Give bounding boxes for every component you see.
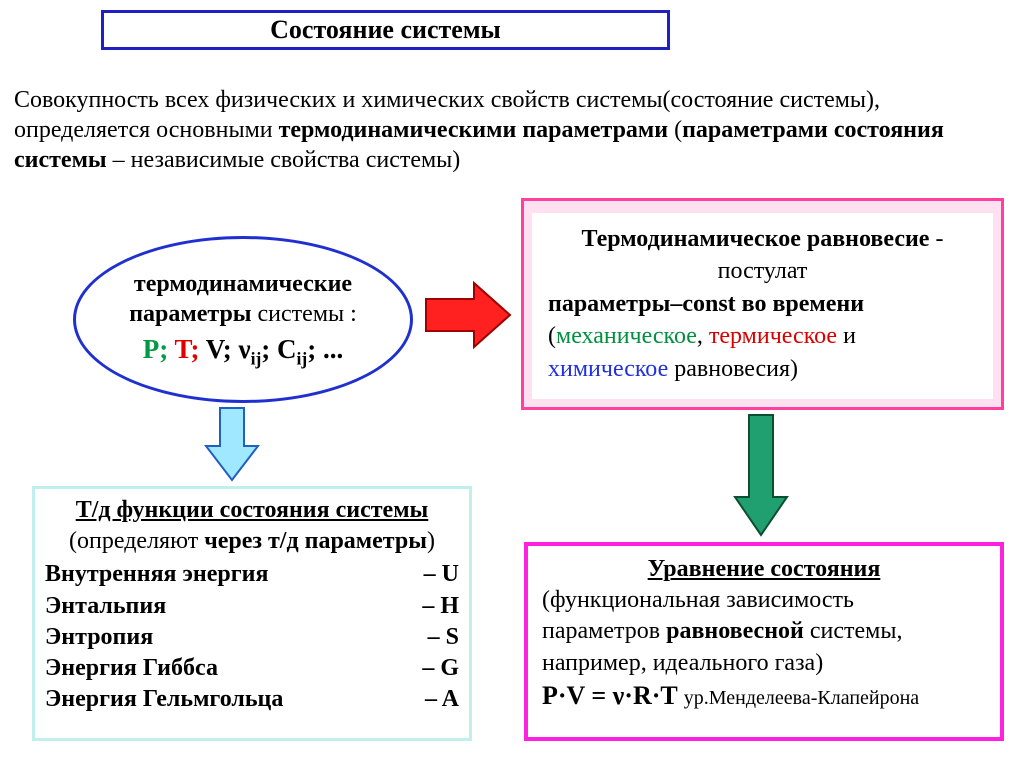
fn-sym: – S xyxy=(376,622,459,653)
arrow-right-icon xyxy=(424,279,514,351)
ellipse-formula: P; T; V; νij; Cij; ... xyxy=(143,333,344,370)
formula-sep: ; C xyxy=(261,334,296,364)
eq-l2: параметры–const во времени xyxy=(548,291,864,317)
functions-heading: Т/д функции состояния системы xyxy=(45,495,459,526)
fn-name: Энтропия xyxy=(45,624,153,650)
equation-formula: P·V = ν·R·T ур.Менделеева-Клапейрона xyxy=(542,679,986,713)
fn-name: Внутренняя энергия xyxy=(45,561,268,587)
eqn-l2b: равновесной xyxy=(666,618,804,644)
eqn-l2a: параметров xyxy=(542,618,666,644)
functions-table: Внутренняя энергия – U Энтальпия – H Энтро… xyxy=(45,559,459,715)
arrow-down-green-icon xyxy=(731,411,791,539)
eq-l3b: равновесия) xyxy=(668,356,798,382)
intro-2c: – независимые свойства системы) xyxy=(107,147,461,173)
equation-l2: параметров равновесной системы, xyxy=(542,616,986,647)
fn-sym: – A xyxy=(376,684,459,715)
functions-h2c: ) xyxy=(427,528,435,554)
eq-chem: химическое xyxy=(548,356,668,382)
intro-2a: ( xyxy=(674,117,682,143)
fn-name: Энергия Гельмгольца xyxy=(45,686,283,712)
functions-sub: (определяют через т/д параметры) xyxy=(45,526,459,557)
parameters-ellipse: термодинамические параметры системы : P;… xyxy=(73,236,413,403)
equilibrium-inner: Термодинамическое равновесие - постулат … xyxy=(532,213,993,399)
eqn-note: ур.Менделеева-Клапейрона xyxy=(684,687,919,709)
intro-paragraph: Совокупность всех физических и химически… xyxy=(14,85,1004,175)
title-text: Состояние системы xyxy=(270,15,501,45)
formula-P: P; xyxy=(143,334,175,364)
eq-mech: механическое xyxy=(556,323,697,349)
arrow-down-cyan-icon xyxy=(202,404,262,484)
equation-heading: Уравнение состояния xyxy=(542,554,986,585)
eq-heading: Термодинамическое равновесие xyxy=(582,226,936,252)
formula-tail: ; ... xyxy=(307,334,343,364)
fn-sym: – H xyxy=(376,591,459,622)
equilibrium-box: Термодинамическое равновесие - постулат … xyxy=(521,198,1004,410)
formula-rest: V; ν xyxy=(206,334,251,364)
functions-h2b: через т/д параметры xyxy=(204,528,427,554)
eq-term: термическое xyxy=(709,323,837,349)
eq-heading-wrap: Термодинамическое равновесие - постулат xyxy=(548,223,977,288)
parameters-ellipse-inner: термодинамические параметры системы : P;… xyxy=(73,236,413,403)
fn-sym: – U xyxy=(376,559,459,590)
eqn-eq: P·V = ν·R·T xyxy=(542,681,684,710)
eqn-l2c: системы, xyxy=(804,618,903,644)
ellipse-l1b: параметры xyxy=(129,301,251,327)
formula-ij2: ij xyxy=(297,348,308,368)
eq-l3a: ( xyxy=(548,323,556,349)
ellipse-line1: термодинамические параметры системы : xyxy=(129,269,357,329)
formula-T: T; xyxy=(174,334,205,364)
table-row: Энтропия – S xyxy=(45,622,459,653)
fn-name: Энергия Гиббса xyxy=(45,655,218,681)
equation-l1: (функциональная зависимость xyxy=(542,585,986,616)
ellipse-l1a: термодинамические xyxy=(134,271,352,297)
table-row: Энергия Гельмгольца – A xyxy=(45,684,459,715)
functions-box: Т/д функции состояния системы (определяю… xyxy=(32,486,472,741)
functions-h2a: (определяют xyxy=(69,528,204,554)
title-box: Состояние системы xyxy=(101,10,670,50)
equation-l3: например, идеального газа) xyxy=(542,648,986,679)
table-row: Внутренняя энергия – U xyxy=(45,559,459,590)
fn-name: Энтальпия xyxy=(45,593,166,619)
eq-c1: , xyxy=(697,323,709,349)
equation-box: Уравнение состояния (функциональная зави… xyxy=(524,542,1004,741)
ellipse-l1c: системы : xyxy=(252,301,357,327)
table-row: Энтальпия – H xyxy=(45,591,459,622)
table-row: Энергия Гиббса – G xyxy=(45,653,459,684)
formula-ij1: ij xyxy=(251,348,262,368)
intro-1b: термодинамическими параметрами xyxy=(279,117,668,143)
eq-and: и xyxy=(837,323,856,349)
fn-sym: – G xyxy=(376,653,459,684)
